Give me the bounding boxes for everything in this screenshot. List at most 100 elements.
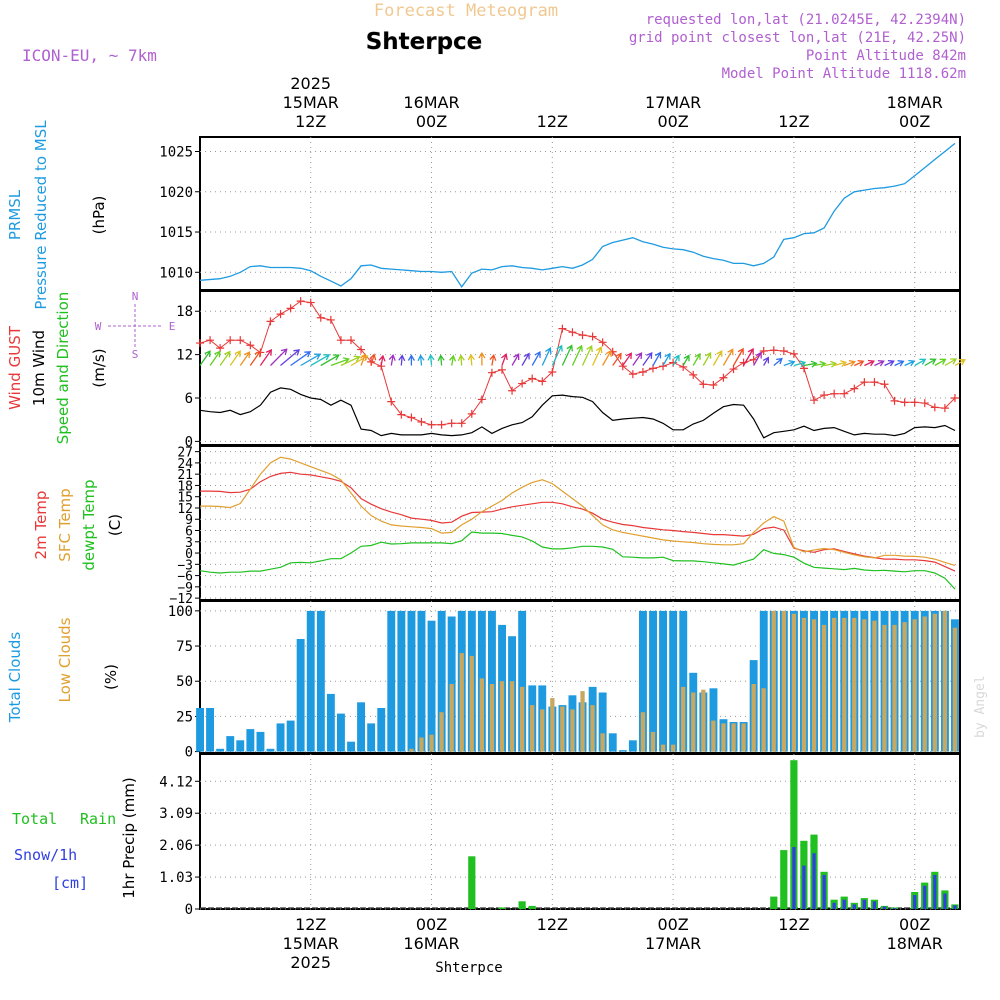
clouds-panel: 0 25 50 75 100 (168, 600, 961, 761)
chart-title: Forecast Meteogram (374, 1, 558, 21)
gust-point-65 (850, 384, 859, 393)
panel-labels: PRMSL Pressure Reduced to MSL (hPa) Wind GU… (6, 120, 138, 899)
snow-bar-2 (812, 853, 816, 909)
wind-arrow-19 (388, 353, 396, 366)
gust-point-43 (628, 370, 637, 379)
wind-arrow-23 (427, 353, 435, 366)
gust-point-69 (890, 396, 899, 405)
wind-compass: N W E S (95, 290, 176, 361)
clouds-label-unit: (%) (102, 664, 120, 690)
wind-arrow-29 (489, 353, 497, 366)
low-cloud-bar-36 (560, 706, 565, 752)
total-cloud-bar-44 (639, 610, 647, 752)
total-cloud-bar-0 (196, 708, 204, 752)
total-cloud-bar-15 (347, 741, 355, 752)
low-cloud-bar-34 (540, 709, 545, 752)
wind-arrow-50 (702, 351, 712, 366)
wind-arrow-60 (803, 360, 818, 368)
total-cloud-bar-56 (759, 610, 768, 752)
wind-arrow-32 (521, 352, 530, 366)
low-cloud-bar-68 (882, 624, 887, 752)
gust-point-1 (206, 336, 215, 345)
low-cloud-bar-73 (932, 613, 937, 752)
low-cloud-bar-23 (429, 734, 434, 752)
snow-bar-15 (943, 893, 947, 909)
wind-label-10m: 10m Wind (30, 330, 48, 406)
bottom-tick-label-1-0: 00Z (416, 915, 447, 934)
wind-arrow-18 (378, 354, 386, 366)
precip-ytick-label-0: 0 (185, 902, 193, 918)
wind-arrow-3 (229, 350, 241, 366)
wind-arrow-70 (904, 359, 916, 367)
wind-label-unit: (m/s) (90, 348, 108, 387)
gust-point-36 (558, 324, 567, 333)
gust-point-13 (326, 315, 335, 324)
low-cloud-bar-37 (570, 709, 575, 752)
gust-point-5 (246, 341, 255, 350)
precip-ytick-label-2: 2.06 (159, 838, 193, 854)
low-cloud-bar-46 (660, 744, 666, 752)
wind-arrow-74 (944, 358, 958, 367)
gust-point-49 (689, 370, 698, 379)
precip-legend-cm: [cm] (52, 874, 88, 892)
gust-point-23 (427, 420, 436, 429)
gust-point-50 (699, 380, 708, 389)
clouds-label-low: Low Clouds (56, 617, 74, 702)
total-cloud-bar-32 (518, 610, 527, 752)
total-cloud-bar-24 (437, 610, 446, 752)
total-cloud-bar-48 (679, 610, 688, 752)
gust-point-44 (638, 367, 647, 376)
wind-arrow-14 (340, 355, 361, 367)
rain-bar-3 (528, 905, 536, 909)
bottom-tick-label-0-1: 15MAR (283, 934, 339, 953)
rain-bar-1 (498, 907, 506, 909)
total-cloud-bar-20 (397, 610, 406, 752)
temp2m-series-line (200, 471, 956, 572)
low-cloud-bar-30 (499, 681, 505, 752)
gust-point-33 (528, 374, 537, 383)
compass-w-label: W (95, 320, 102, 333)
gust-point-4 (236, 336, 245, 345)
temp-ytick-label-6: 6 (185, 525, 193, 540)
total-cloud-bar-12 (316, 610, 325, 752)
wind-arrow-12 (320, 354, 340, 367)
wind-arrow-51 (712, 350, 723, 366)
dewpt-series-line (199, 531, 956, 590)
wind-arrow-31 (511, 353, 520, 366)
gust-point-75 (950, 394, 959, 403)
gust-point-61 (810, 396, 819, 405)
gust-point-67 (870, 378, 879, 387)
wind-arrow-25 (449, 354, 457, 366)
low-cloud-bar-56 (761, 688, 766, 752)
low-cloud-bar-75 (952, 627, 958, 752)
gust-series-line (199, 300, 956, 426)
gust-point-25 (447, 419, 456, 428)
gust-point-28 (477, 395, 486, 404)
total-cloud-bar-10 (296, 639, 305, 752)
total-cloud-bar-40 (598, 692, 607, 752)
pressure-ytick-label-3: 1025 (159, 144, 193, 160)
wind-arrow-22 (417, 354, 425, 366)
temp-ytick-label-10: 18 (177, 479, 193, 494)
wind-arrow-54 (743, 347, 754, 366)
precip-legend-rain: Rain (80, 810, 116, 828)
low-cloud-bar-26 (459, 653, 464, 752)
clouds-ytick-label-3: 75 (176, 639, 193, 655)
bottom-tick-label-5-1: 18MAR (887, 934, 943, 953)
wind-arrow-1 (209, 350, 221, 366)
low-cloud-bar-67 (872, 620, 877, 752)
wind-arrow-27 (467, 353, 475, 366)
wind-arrow-66 (864, 359, 875, 367)
gust-point-60 (799, 364, 808, 373)
gust-point-57 (769, 346, 778, 355)
total-cloud-bar-7 (266, 748, 275, 752)
temp-label-sfc: SFC Temp (56, 488, 74, 561)
total-cloud-bar-2 (216, 748, 225, 752)
total-cloud-bar-46 (659, 610, 667, 752)
gust-point-0 (196, 339, 204, 348)
low-cloud-bar-61 (811, 619, 817, 752)
bottom-tick-label-0-2: 2025 (290, 953, 331, 972)
low-cloud-bar-65 (852, 617, 857, 752)
gust-point-16 (357, 345, 366, 354)
temp-ytick-label-11: 21 (177, 468, 193, 483)
